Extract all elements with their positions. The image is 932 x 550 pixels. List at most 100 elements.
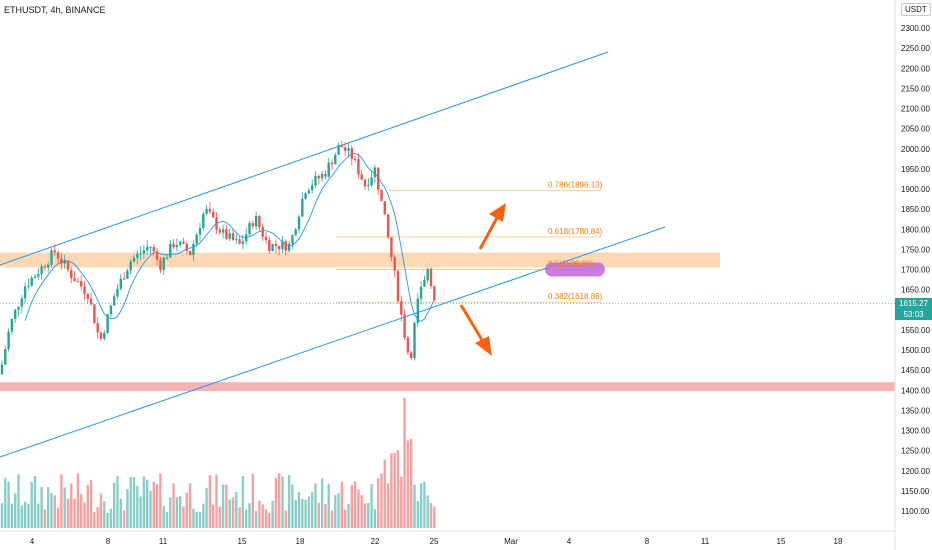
fib-level-label: 0.786(1896.13) (548, 181, 603, 190)
candle-body (155, 251, 159, 260)
candle-body (30, 277, 33, 286)
volume-bar (30, 482, 33, 528)
volume-bar (383, 459, 386, 528)
volume-bar (149, 490, 152, 528)
candle-body (350, 148, 353, 159)
candle-body (400, 301, 403, 315)
candle-body (132, 257, 136, 262)
volume-bar (202, 503, 205, 528)
price-tick-label: 2150.00 (901, 84, 930, 93)
candle-body (23, 286, 27, 299)
volume-bar (7, 481, 10, 528)
candle-body (14, 309, 17, 319)
volume-bar (33, 475, 37, 528)
volume-bar (254, 510, 258, 528)
volume-bar (416, 501, 419, 528)
candle-body (182, 241, 185, 244)
volume-bar (274, 478, 278, 528)
candle-body (340, 144, 344, 148)
candle-body (146, 247, 149, 251)
volume-bar (20, 505, 23, 528)
candle-body (109, 305, 113, 315)
candle-body (380, 189, 383, 202)
volume-bar (172, 483, 175, 528)
candle-body (344, 147, 347, 151)
price-tick-label: 1500.00 (901, 346, 930, 355)
time-tick-label: 8 (106, 537, 111, 546)
time-tick-label: 15 (238, 537, 247, 546)
candle-body (426, 268, 429, 281)
volume-bar (129, 476, 132, 528)
candle-body (195, 234, 198, 244)
candle-body (113, 296, 116, 306)
volume-bar (50, 493, 53, 528)
volume-bar (406, 440, 410, 528)
volume-bar (119, 498, 122, 528)
volume-bar (139, 496, 142, 528)
volume-bar (109, 508, 113, 528)
candle-body (311, 185, 314, 191)
fib-highlight (545, 262, 605, 277)
time-tick-label: 18 (834, 537, 843, 546)
time-tick-label: 22 (371, 537, 380, 546)
up-arrow-shaft (478, 215, 500, 250)
candle-body (7, 331, 10, 350)
candle-body (185, 243, 188, 251)
candle-body (17, 306, 20, 310)
time-tick-label: 18 (296, 537, 305, 546)
candle-body (258, 216, 261, 228)
volume-bar (122, 510, 126, 528)
volume-bar (205, 487, 208, 528)
volume-bar (179, 496, 182, 528)
volume-bar (47, 487, 50, 528)
volume-bar (208, 475, 212, 528)
volume-bar (66, 498, 70, 528)
volume-bar (386, 483, 390, 528)
candle-body (126, 270, 129, 279)
candle-body (254, 216, 258, 227)
volume-bar (353, 481, 357, 528)
price-tick-label: 2100.00 (901, 105, 930, 114)
candle-body (116, 288, 119, 297)
candle-body (43, 266, 47, 268)
candle-body (433, 286, 436, 301)
volume-bar (271, 500, 274, 528)
volume-bar (304, 499, 307, 528)
volume-bar (188, 483, 192, 528)
currency-badge[interactable]: USDT (901, 3, 931, 16)
volume-bar (159, 473, 162, 528)
candle-body (347, 148, 350, 151)
volume-bar (426, 495, 429, 528)
support-zone (0, 382, 895, 392)
volume-bar (228, 499, 231, 528)
volume-bar (99, 493, 103, 528)
volume-bar (344, 509, 347, 528)
volume-bar (235, 491, 238, 528)
candle-body (390, 237, 393, 258)
fib-level-label: 0.382(1618.88) (548, 292, 603, 301)
volume-bar (162, 506, 165, 528)
price-tick-label: 1550.00 (901, 326, 930, 335)
candle-body (198, 228, 202, 235)
candle-body (142, 250, 146, 254)
candle-body (10, 318, 14, 332)
volume-bar (43, 509, 47, 528)
volume-bar (433, 506, 436, 528)
candle-body (225, 229, 228, 239)
volume-bar (373, 509, 377, 528)
candle-body (33, 276, 37, 278)
candle-body (96, 323, 99, 333)
candle-body (76, 281, 80, 283)
chart-title: ETHUSDT, 4h, BINANCE (4, 5, 106, 15)
volume-bar (284, 510, 287, 528)
candle-body (86, 293, 89, 299)
candle-body (202, 213, 205, 229)
candle-body (89, 298, 93, 305)
candle-body (4, 349, 7, 365)
volume-bar (403, 398, 406, 528)
price-tick-label: 1650.00 (901, 286, 930, 295)
candle-body (165, 257, 169, 259)
volume-bar (96, 507, 99, 528)
volume-bar (155, 484, 159, 528)
